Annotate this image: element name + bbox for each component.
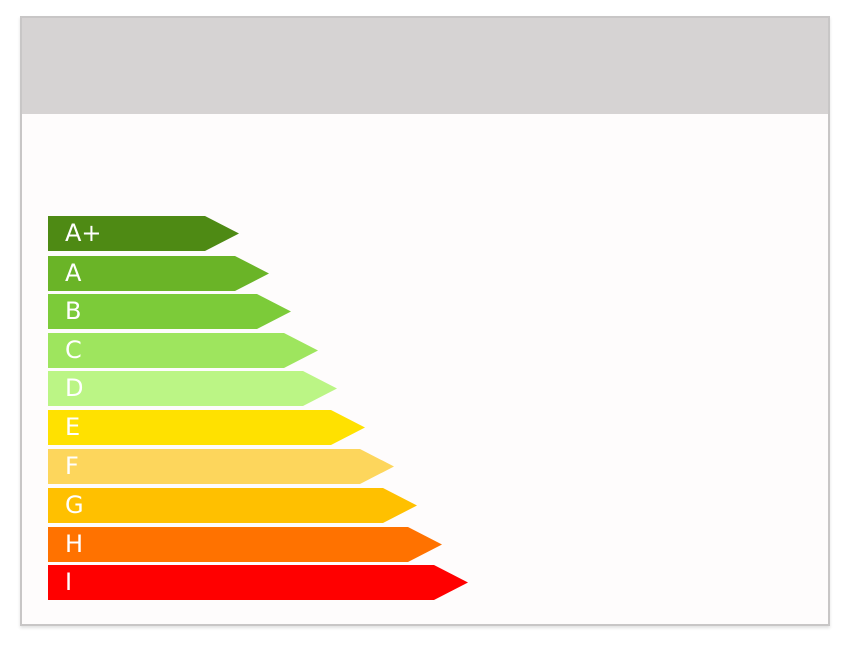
band-arrow-shape bbox=[48, 294, 291, 329]
band-label: C bbox=[65, 336, 82, 364]
energy-label-card: A+ A B C D bbox=[20, 16, 830, 626]
energy-band-c: C bbox=[48, 333, 318, 368]
band-arrow-shape bbox=[48, 333, 318, 368]
energy-band-a-plus: A+ bbox=[48, 216, 239, 251]
band-arrow-shape bbox=[48, 410, 365, 445]
band-label: I bbox=[65, 568, 73, 596]
energy-band-i: I bbox=[48, 565, 468, 600]
energy-band-h: H bbox=[48, 527, 442, 562]
band-label: F bbox=[65, 452, 79, 480]
energy-band-d: D bbox=[48, 371, 337, 406]
band-label: D bbox=[65, 374, 84, 402]
band-label: B bbox=[65, 297, 82, 325]
energy-band-b: B bbox=[48, 294, 291, 329]
energy-band-a: A bbox=[48, 256, 269, 291]
band-arrow-shape bbox=[48, 216, 239, 251]
card-header bbox=[22, 18, 828, 114]
band-arrow-shape bbox=[48, 256, 269, 291]
band-arrow-shape bbox=[48, 565, 468, 600]
energy-band-e: E bbox=[48, 410, 365, 445]
band-arrow-shape bbox=[48, 449, 394, 484]
energy-band-g: G bbox=[48, 488, 417, 523]
band-arrow-shape bbox=[48, 488, 417, 523]
band-label: H bbox=[65, 530, 84, 558]
band-label: G bbox=[65, 491, 84, 519]
band-label: A+ bbox=[65, 219, 102, 247]
band-label: A bbox=[65, 259, 82, 287]
band-arrow-shape bbox=[48, 527, 442, 562]
band-arrow-shape bbox=[48, 371, 337, 406]
band-label: E bbox=[65, 413, 81, 441]
energy-band-f: F bbox=[48, 449, 394, 484]
